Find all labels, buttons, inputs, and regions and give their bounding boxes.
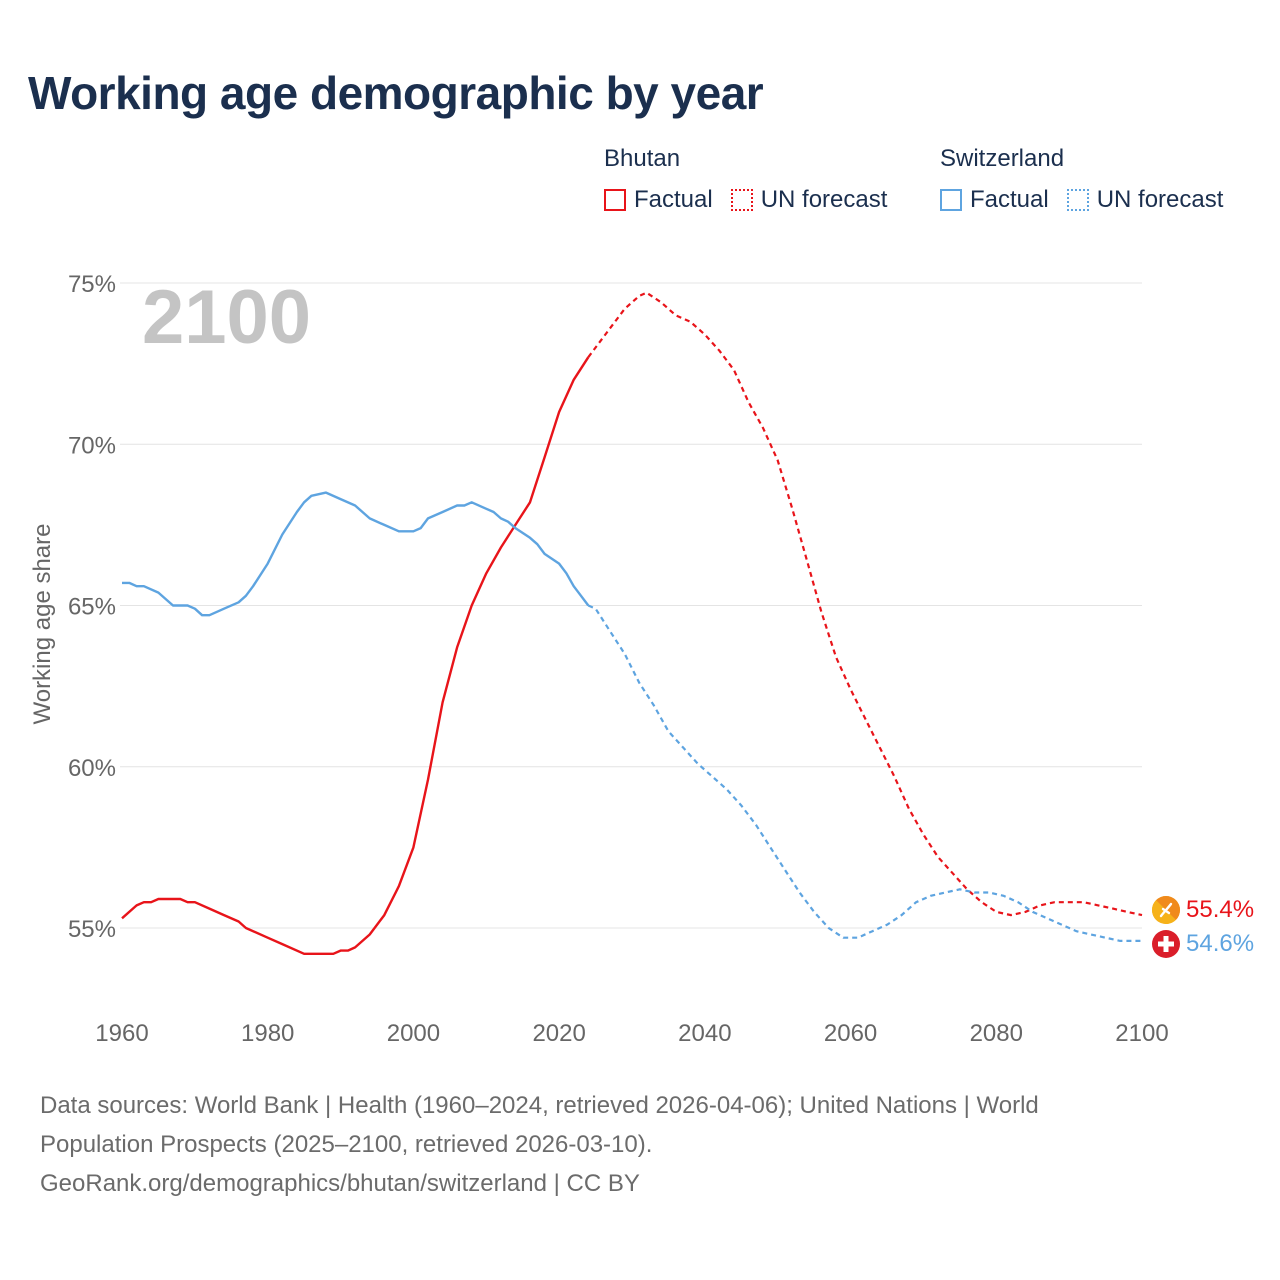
- legend-group-bhutan: Bhutan Factual UN forecast: [604, 144, 905, 214]
- y-tick-label: 75%: [68, 271, 116, 298]
- legend-item-switzerland-factual[interactable]: Factual: [940, 186, 1049, 214]
- dragon-shape: [1159, 902, 1173, 918]
- legend-group-name: Bhutan: [604, 145, 681, 172]
- legend-label: Factual: [970, 186, 1049, 213]
- legend-group-switzerland: Switzerland Factual UN forecast: [940, 144, 1241, 214]
- switzerland-flag-icon: [1152, 930, 1180, 958]
- y-tick-label: 60%: [68, 755, 116, 782]
- legend-label: UN forecast: [1096, 186, 1224, 213]
- series-line-switzerland-factual: [122, 491, 590, 617]
- legend-swatch-solid-icon: [604, 189, 626, 211]
- footer-line: Data sources: World Bank | Health (1960–…: [40, 1092, 1039, 1119]
- x-tick-label: 2100: [1115, 1020, 1168, 1047]
- cross-horizontal: [1158, 941, 1174, 947]
- x-tick-label: 1980: [241, 1020, 294, 1047]
- legend-swatch-solid-icon: [940, 189, 962, 211]
- legend-label: UN forecast: [760, 186, 888, 213]
- footer-line: Population Prospects (2025–2100, retriev…: [40, 1131, 653, 1158]
- legend-swatch-dotted-icon: [730, 189, 753, 211]
- y-tick-label: 65%: [68, 594, 116, 621]
- y-tick-label: 70%: [68, 432, 116, 459]
- series-line-bhutan-factual: [121, 356, 590, 955]
- legend-item-switzerland-forecast[interactable]: UN forecast: [1066, 186, 1224, 214]
- footer-line[interactable]: GeoRank.org/demographics/bhutan/switzerl…: [40, 1170, 640, 1197]
- x-tick-label: 2060: [824, 1020, 877, 1047]
- series-line-switzerland-forecast: [587, 604, 1142, 942]
- chart-title: Working age demographic by year: [28, 67, 764, 119]
- bhutan-flag-icon: [1152, 895, 1181, 925]
- x-tick-label: 2020: [532, 1020, 585, 1047]
- legend-group-name: Switzerland: [940, 145, 1065, 172]
- y-axis-label: Working age share: [29, 524, 56, 725]
- line-chart: 2100 55% 60% 65% 70% 75% 1960 1980 2000 2020 2040…: [29, 271, 1254, 1047]
- footer-sources: Data sources: World Bank | Health (1960–…: [40, 1086, 1220, 1203]
- year-watermark: 2100: [142, 275, 311, 360]
- legend-label: Factual: [634, 186, 713, 213]
- x-tick-label: 1960: [95, 1020, 148, 1047]
- legend-item-bhutan-factual[interactable]: Factual: [604, 186, 713, 214]
- legend-item-bhutan-forecast[interactable]: UN forecast: [730, 186, 888, 214]
- legend-swatch-dotted-icon: [1066, 189, 1089, 211]
- y-tick-label: 55%: [68, 916, 116, 943]
- x-tick-label: 2080: [970, 1020, 1023, 1047]
- end-value-label-switzerland: 54.6%: [1186, 930, 1254, 957]
- x-tick-label: 2000: [387, 1020, 440, 1047]
- series-line-bhutan-forecast: [587, 291, 1143, 917]
- end-value-label-bhutan: 55.4%: [1186, 896, 1254, 923]
- x-tick-label: 2040: [678, 1020, 731, 1047]
